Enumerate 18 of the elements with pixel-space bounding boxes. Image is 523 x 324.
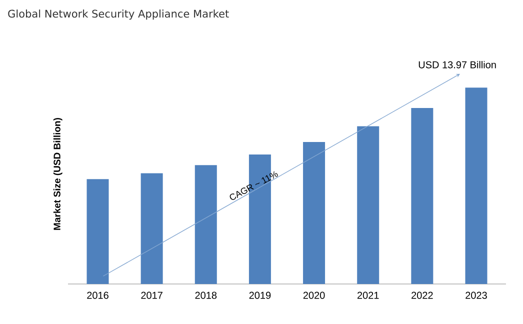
bar: [194, 165, 217, 284]
y-axis-title: Market Size (USD Billion): [53, 118, 62, 230]
x-tick-label: 2018: [195, 292, 217, 299]
bar: [411, 108, 434, 284]
bar: [140, 173, 163, 284]
bar: [303, 142, 326, 284]
x-tick-label: 2019: [249, 292, 271, 299]
text: USD 13.97 Billion: [418, 60, 496, 68]
x-tick-label: 2021: [357, 292, 379, 299]
x-tick-label: 2017: [141, 292, 162, 299]
bar: [465, 88, 488, 284]
x-tick-label: 2022: [412, 292, 433, 299]
x-tick-label: 2020: [303, 292, 325, 299]
x-tick-label: 2023: [466, 292, 487, 299]
x-tick-label: 2016: [87, 292, 108, 299]
bar: [357, 126, 380, 284]
bar: [86, 179, 109, 284]
chart-title: Global Network Security Appliance Market: [8, 10, 229, 20]
